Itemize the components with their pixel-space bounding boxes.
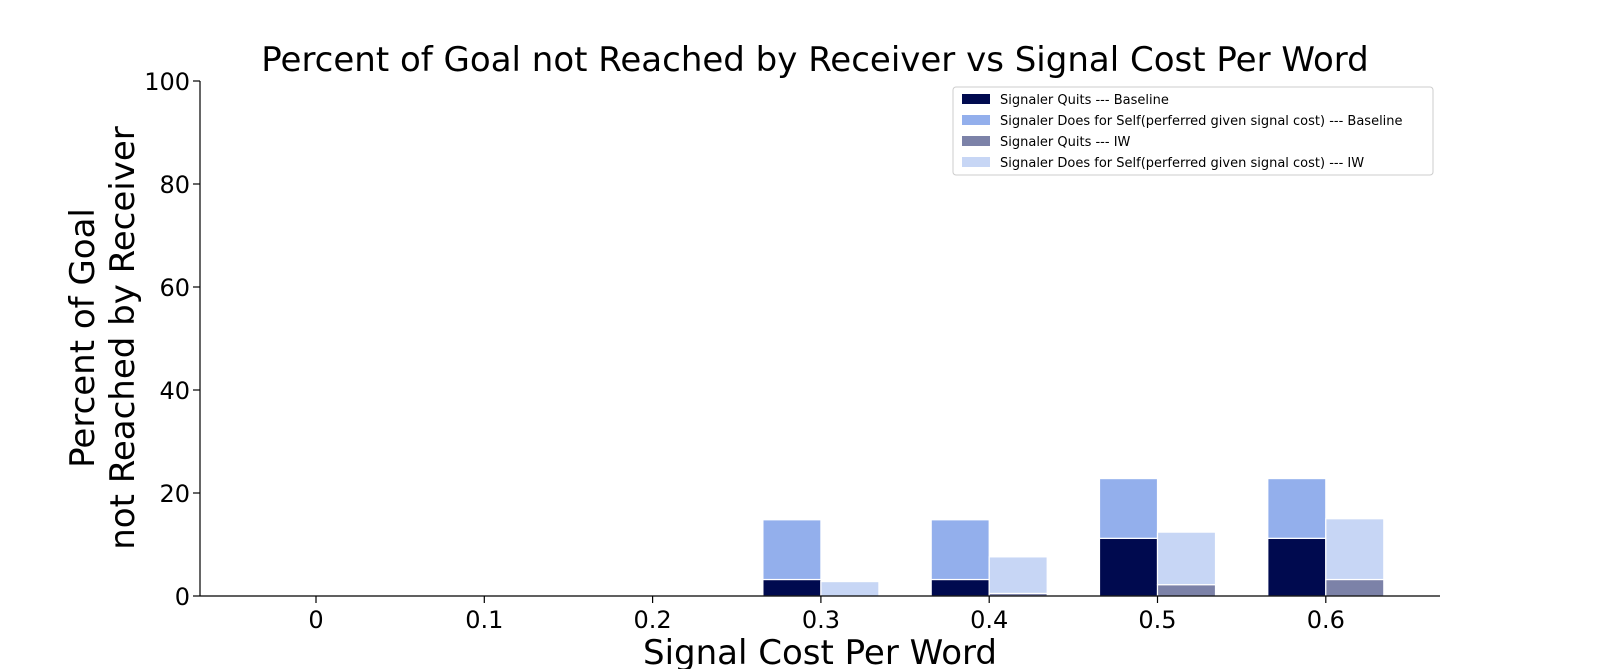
y-axis-label-line-1: Percent of Goal: [63, 208, 103, 468]
y-tick-label: 80: [159, 171, 190, 199]
legend-label: Signaler Does for Self(perferred given s…: [1000, 156, 1364, 171]
bar-baseline-series-1-cat-5: [1098, 477, 1159, 539]
legend-label: Signaler Quits --- IW: [1000, 135, 1131, 150]
x-tick-label: 0.2: [634, 606, 672, 634]
legend-label: Signaler Does for Self(perferred given s…: [1000, 114, 1403, 129]
x-tick-label: 0: [308, 606, 323, 634]
chart-title: Percent of Goal not Reached by Receiver …: [261, 40, 1369, 80]
bar-iw-series-1-cat-4: [988, 556, 1048, 595]
bar-baseline-series-0-cat-3: [762, 578, 822, 597]
legend-label: Signaler Quits --- Baseline: [1000, 93, 1169, 108]
x-tick-label: 0.6: [1307, 606, 1345, 634]
bar-iw-series-1-cat-3: [820, 580, 880, 597]
x-tick-label: 0.1: [465, 606, 503, 634]
x-tick-label: 0.4: [970, 606, 1008, 634]
bar-iw-series-0-cat-6: [1325, 578, 1385, 597]
bar-iw-series-1-cat-5: [1156, 531, 1217, 586]
bar-baseline-series-0-cat-6: [1267, 537, 1327, 597]
y-axis-label-line-2: not Reached by Receiver: [103, 126, 143, 550]
x-ticks: 0 0.1 0.2 0.3 0.4 0.5 0.6: [308, 596, 1345, 634]
x-axis-label: Signal Cost Per Word: [643, 633, 997, 669]
legend-frame: [952, 86, 1434, 176]
legend-swatch: [962, 115, 990, 125]
y-tick-label: 20: [159, 480, 190, 508]
legend-swatch: [962, 94, 990, 104]
bar-baseline-series-1-cat-4: [930, 519, 990, 581]
legend: Signaler Quits --- Baseline Signaler Does…: [952, 86, 1434, 176]
y-tick-label: 100: [144, 68, 190, 96]
x-tick-label: 0.3: [802, 606, 840, 634]
bar-iw-series-1-cat-6: [1325, 518, 1385, 581]
bar-baseline-series-0-cat-4: [930, 578, 990, 597]
bars-layer: [762, 477, 1385, 597]
y-tick-label: 40: [159, 377, 190, 405]
y-tick-label: 60: [159, 274, 190, 302]
legend-swatch: [962, 136, 990, 146]
y-ticks: 0 20 40 60 80 100: [144, 68, 200, 611]
y-axis-label: Percent of Goal not Reached by Receiver: [63, 126, 143, 550]
y-tick-label: 0: [175, 583, 190, 611]
bar-baseline-series-0-cat-5: [1098, 537, 1159, 597]
bar-baseline-series-1-cat-6: [1267, 477, 1327, 539]
bar-iw-series-0-cat-5: [1156, 584, 1217, 597]
x-tick-label: 0.5: [1138, 606, 1176, 634]
bar-baseline-series-1-cat-3: [762, 519, 822, 581]
legend-swatch: [962, 157, 990, 167]
